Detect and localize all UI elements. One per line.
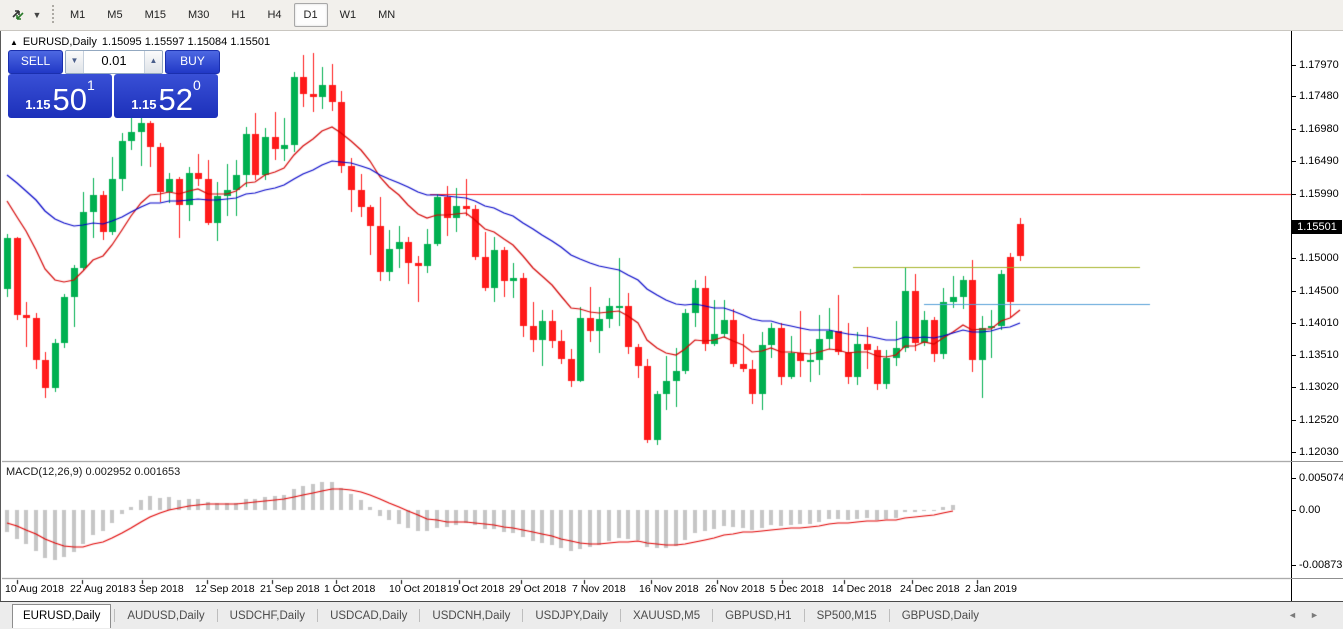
chart-tab-usdcad-daily[interactable]: USDCAD,Daily xyxy=(330,609,408,622)
chart-symbol-timeframe: EURUSD,Daily xyxy=(22,36,97,48)
tab-separator xyxy=(888,609,890,622)
date-axis-label: 24 Dec 2018 xyxy=(900,583,960,595)
tab-separator xyxy=(317,609,319,622)
tab-separator xyxy=(620,609,621,622)
tab-separator xyxy=(712,609,714,622)
chart-tab-sp500-m15[interactable]: SP500,M15 xyxy=(816,609,877,622)
sell-button[interactable]: SELL xyxy=(8,50,63,74)
tab-scroll-right-button[interactable]: ► xyxy=(1310,610,1319,620)
sell-price-sup: 1 xyxy=(87,77,95,93)
date-axis-label: 16 Nov 2018 xyxy=(639,583,699,595)
price-axis[interactable]: 1.17970 1.17480 1.16980 1.16490 1.15990 1.150… xyxy=(1291,31,1343,601)
date-axis-label: 29 Oct 2018 xyxy=(509,583,567,595)
one-click-trade-panel: SELL ▼ 0.01 ▲ BUY 1.15 50 1 1.15 52 0 xyxy=(8,50,220,118)
timeframe-button-m1[interactable]: M1 xyxy=(70,9,86,21)
timeframe-button-m5[interactable]: M5 xyxy=(107,9,123,21)
chart-tab-gbpusd-h1[interactable]: GBPUSD,H1 xyxy=(725,609,792,622)
price-axis-label: 1.13510 xyxy=(1292,349,1339,361)
chart-tab-bar: EURUSD,Daily AUDUSD,Daily USDCHF,Daily USDC… xyxy=(0,602,1343,629)
macd-axis-label: 0.005074 xyxy=(1292,472,1343,484)
price-axis-label: 1.14500 xyxy=(1292,285,1339,297)
volume-decrease-button[interactable]: ▼ xyxy=(66,51,84,73)
tab-separator xyxy=(114,609,116,622)
date-axis-label: 10 Aug 2018 xyxy=(5,583,64,595)
tab-separator xyxy=(419,609,421,622)
tab-separator xyxy=(216,609,218,622)
price-axis-label: 1.12520 xyxy=(1292,414,1339,426)
date-axis-label: 14 Dec 2018 xyxy=(832,583,892,595)
date-axis-label: 19 Oct 2018 xyxy=(447,583,505,595)
timeframe-button-w1[interactable]: W1 xyxy=(339,9,357,21)
toolbar-grip xyxy=(50,5,55,25)
date-axis-label: 26 Nov 2018 xyxy=(705,583,765,595)
price-axis-label: 1.15990 xyxy=(1292,188,1339,200)
date-axis-label: 22 Aug 2018 xyxy=(70,583,129,595)
date-axis-label: 5 Dec 2018 xyxy=(770,583,824,595)
price-axis-label: 1.12030 xyxy=(1292,446,1339,458)
date-axis-label: 12 Sep 2018 xyxy=(195,583,255,595)
top-toolbar: ▼ M1 M5 M15 M30 H1 H4 D1 W1 MN xyxy=(0,0,1343,31)
date-axis-label: 1 Oct 2018 xyxy=(324,583,376,595)
chart-tab-audusd-daily[interactable]: AUDUSD,Daily xyxy=(127,609,205,622)
chart-tab-eurusd-daily[interactable]: EURUSD,Daily xyxy=(12,603,112,628)
collapse-triangle-icon[interactable]: ▲ xyxy=(10,37,18,47)
chart-bottom-border xyxy=(0,601,1343,602)
chart-ohlc-values: 1.15095 1.15597 1.15084 1.15501 xyxy=(101,36,271,48)
date-axis-label: 21 Sep 2018 xyxy=(260,583,320,595)
volume-input[interactable]: 0.01 xyxy=(101,53,127,68)
current-price-badge: 1.15501 xyxy=(1292,220,1342,234)
timeframe-button-h1[interactable]: H1 xyxy=(231,9,246,21)
volume-increase-button[interactable]: ▲ xyxy=(144,51,162,73)
buy-price-sup: 0 xyxy=(193,77,201,93)
date-axis-label: 7 Nov 2018 xyxy=(572,583,626,595)
volume-spinner: ▼ 0.01 ▲ xyxy=(65,50,163,74)
tab-scroll-left-button[interactable]: ◄ xyxy=(1288,610,1297,620)
price-axis-label: 1.13020 xyxy=(1292,381,1339,393)
chart-tab-usdchf-daily[interactable]: USDCHF,Daily xyxy=(229,609,306,622)
timeframe-button-m15[interactable]: M15 xyxy=(144,9,166,21)
chart-tab-gbpusd-daily[interactable]: GBPUSD,Daily xyxy=(901,609,980,622)
price-axis-label: 1.15000 xyxy=(1292,252,1339,264)
buy-button[interactable]: BUY xyxy=(165,50,220,74)
tab-separator xyxy=(522,609,524,622)
sell-price-small: 1.15 xyxy=(25,97,51,112)
macd-indicator-label: MACD(12,26,9) 0.002952 0.001653 xyxy=(6,466,181,478)
timeframe-button-mn[interactable]: MN xyxy=(378,9,396,21)
sell-price-display[interactable]: 1.15 50 1 xyxy=(8,74,112,118)
chart-tab-usdcnh-daily[interactable]: USDCNH,Daily xyxy=(432,609,511,622)
chart-title: ▲ EURUSD,Daily 1.15095 1.15597 1.15084 1… xyxy=(10,36,270,48)
orders-arrows-icon[interactable] xyxy=(8,5,28,25)
pane-splitter[interactable] xyxy=(1291,461,1343,462)
buy-price-big: 52 xyxy=(158,82,193,117)
price-chart-canvas[interactable] xyxy=(2,31,1291,601)
macd-axis-label: 0.00 xyxy=(1291,504,1321,516)
toolbar-dropdown-caret[interactable]: ▼ xyxy=(32,10,42,20)
timeframe-group: M1 M5 M15 M30 H1 H4 D1 W1 MN xyxy=(60,3,405,27)
price-axis-label: 1.17970 xyxy=(1292,59,1339,71)
price-axis-label: 1.14010 xyxy=(1292,317,1339,329)
chart-tab-usdjpy-daily[interactable]: USDJPY,Daily xyxy=(535,609,608,622)
timeframe-button-h4[interactable]: H4 xyxy=(267,9,282,21)
buy-price-display[interactable]: 1.15 52 0 xyxy=(114,74,218,118)
chart-left-border xyxy=(0,31,1,601)
macd-axis-label: -0.00873 xyxy=(1291,559,1343,571)
price-axis-label: 1.16490 xyxy=(1292,155,1339,167)
price-axis-label: 1.17480 xyxy=(1292,90,1339,102)
buy-price-small: 1.15 xyxy=(131,97,157,112)
date-axis-label: 2 Jan 2019 xyxy=(965,583,1017,595)
timeframe-button-m30[interactable]: M30 xyxy=(187,9,210,21)
date-axis-label: 3 Sep 2018 xyxy=(130,583,184,595)
sell-price-big: 50 xyxy=(52,82,87,117)
pane-splitter[interactable] xyxy=(1291,578,1343,579)
chart-tab-xauusd-m5[interactable]: XAUUSD,M5 xyxy=(633,609,701,622)
tab-separator xyxy=(803,609,805,622)
date-axis-label: 10 Oct 2018 xyxy=(389,583,447,595)
timeframe-button-d1[interactable]: D1 xyxy=(293,3,328,27)
price-axis-label: 1.16980 xyxy=(1292,123,1339,135)
